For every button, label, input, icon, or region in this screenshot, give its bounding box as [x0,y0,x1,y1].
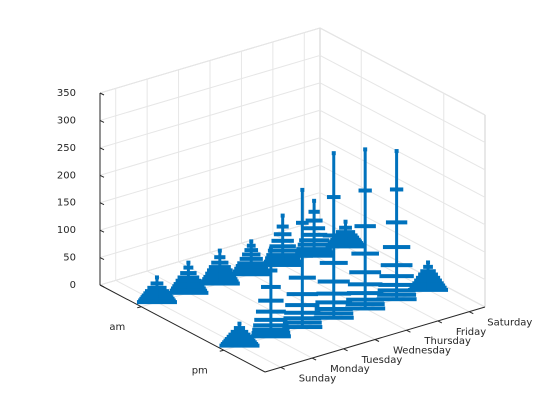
y-tick-label: Sunday [299,373,336,384]
z-tick-label: 0 [70,280,76,291]
x-tick-label: pm [192,365,208,376]
grid-line [319,164,486,253]
y-tick-label: Saturday [487,318,532,329]
y-tick [280,366,285,370]
grid-line [319,137,486,226]
z-tick [99,202,105,206]
x-tick-label: am [109,322,125,333]
y-tick [437,320,443,324]
y-tick-label: Thursday [423,336,471,347]
z-tick [99,257,105,261]
z-tick [99,174,105,178]
z-tick-label: 250 [57,143,76,154]
grid-line [319,54,486,143]
z-tick-label: 350 [57,88,76,99]
grid-line [319,192,486,281]
z-tick-label: 200 [57,170,76,181]
y-tick [406,329,411,333]
z-tick [99,147,105,151]
y-tick-label: Monday [330,364,370,375]
y-tick [469,311,474,315]
grid-line [319,109,486,198]
z-tick [99,229,105,233]
axis-line [264,306,486,373]
z-tick-label: 300 [57,115,76,126]
z-tick [99,119,105,123]
z-tick-label: 150 [57,198,76,209]
z-tick [99,92,105,96]
z-tick-label: 50 [63,253,76,264]
axis-line [99,284,266,373]
y-tick-label: Friday [456,327,486,338]
y-tick [311,357,317,361]
y-tick [343,348,348,352]
grid-line [319,27,486,116]
y-tick-label: Tuesday [361,355,403,366]
point [294,253,335,258]
z-tick-label: 100 [57,225,76,236]
y-tick-label: Wednesday [393,346,451,357]
y-tick [374,339,380,342]
grid-line [319,82,486,171]
